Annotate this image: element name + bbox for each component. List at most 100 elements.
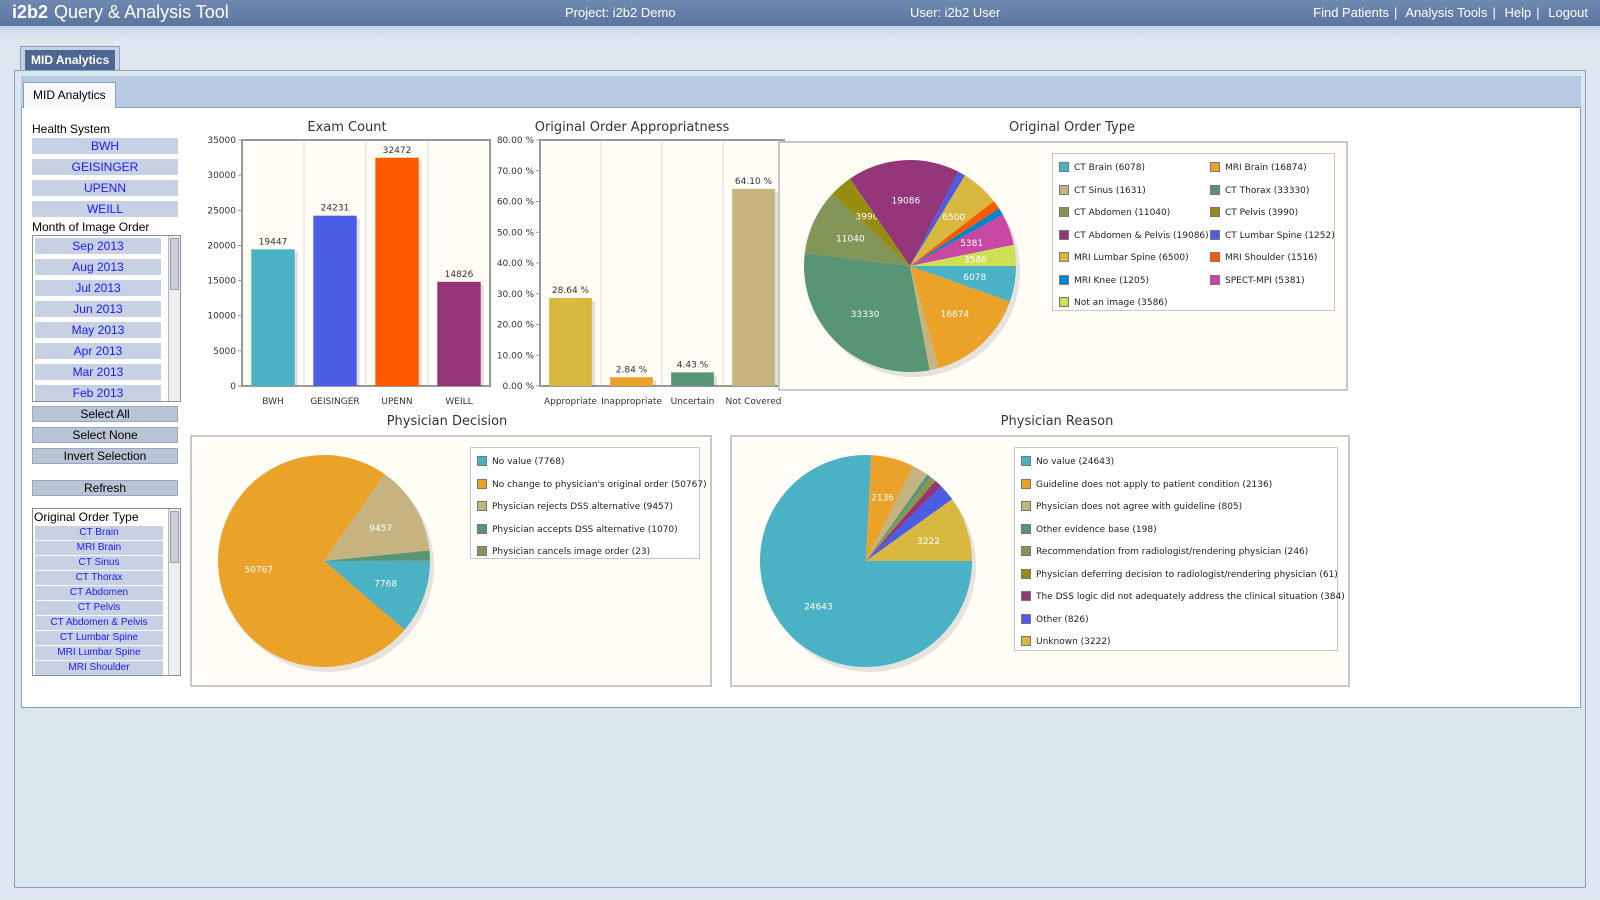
month-item[interactable]: Sep 2013 [35, 238, 161, 254]
order-type-item[interactable]: CT Brain [35, 526, 163, 540]
y-tick-label: 30000 [207, 171, 236, 181]
y-tick-label: 0 [230, 382, 236, 392]
pie-slice [866, 499, 972, 561]
x-tick-label: Appropriate [544, 397, 598, 407]
order-type-scrollbar[interactable] [168, 509, 180, 675]
x-tick-label: GEISINGER [310, 397, 359, 407]
y-tick-label: 25000 [207, 206, 236, 216]
pie-slice [324, 561, 430, 630]
scrollbar-thumb[interactable] [170, 238, 179, 290]
nav-separator: | [1536, 5, 1540, 20]
month-item[interactable]: May 2013 [35, 322, 161, 338]
legend-label: Physician rejects DSS alternative (9457) [492, 502, 674, 512]
bar-value-label: 2.84 % [616, 365, 648, 375]
y-tick-label: 30.00 % [497, 290, 535, 300]
legend-swatch [1059, 207, 1069, 217]
legend-swatch [477, 501, 487, 511]
legend-entry: Unknown (3222) [1021, 636, 1111, 648]
order-type-item[interactable]: MRI Brain [35, 541, 163, 555]
legend-entry: CT Abdomen (11040) [1059, 207, 1170, 219]
order-type-item[interactable]: CT Sinus [35, 556, 163, 570]
legend-label: CT Pelvis (3990) [1225, 208, 1299, 218]
month-item[interactable]: Mar 2013 [35, 364, 161, 380]
legend-label: Physician deferring decision to radiolog… [1036, 569, 1338, 580]
month-item[interactable]: Feb 2013 [35, 385, 161, 401]
order-type-item[interactable]: CT Abdomen & Pelvis [35, 616, 163, 630]
legend-label: Physician does not agree with guideline … [1036, 502, 1243, 512]
nav-help[interactable]: Help [1504, 5, 1532, 20]
bar-appropriate [549, 297, 592, 386]
legend-label: CT Brain (6078) [1074, 163, 1146, 173]
invert-selection-button[interactable]: Invert Selection [32, 448, 178, 464]
select-none-button[interactable]: Select None [32, 427, 178, 443]
legend-label: Guideline does not apply to patient cond… [1036, 479, 1273, 490]
month-item[interactable]: Aug 2013 [35, 259, 161, 275]
health-system-item[interactable]: UPENN [32, 180, 178, 196]
refresh-button[interactable]: Refresh [32, 480, 178, 496]
x-tick-label: Uncertain [671, 397, 715, 407]
legend-entry: Not an image (3586) [1059, 297, 1168, 309]
legend-entry: Guideline does not apply to patient cond… [1021, 478, 1273, 491]
scrollbar-thumb[interactable] [170, 511, 179, 563]
health-system-item[interactable]: GEISINGER [32, 159, 178, 175]
nav-logout[interactable]: Logout [1548, 5, 1588, 20]
health-system-item[interactable]: BWH [32, 138, 178, 154]
legend-label: The DSS logic did not adequately address… [1036, 592, 1345, 602]
order-type-item[interactable]: CT Thorax [35, 571, 163, 585]
pie-slice [866, 466, 928, 561]
outer-tab[interactable]: MID Analytics [20, 46, 121, 72]
nav-find-patients[interactable]: Find Patients [1313, 5, 1390, 20]
select-all-button[interactable]: Select All [32, 406, 178, 422]
order-type-item[interactable]: CT Abdomen [35, 586, 163, 600]
legend-swatch [1021, 546, 1031, 556]
y-tick-label: 5000 [213, 347, 236, 357]
physician-decision-legend: No value (7768) No change to physician's … [470, 447, 707, 559]
order-type-item[interactable]: CT Pelvis [35, 601, 163, 615]
order-type-label: Original Order Type [34, 510, 139, 524]
legend-entry: Physician deferring decision to radiolog… [1021, 568, 1338, 581]
order-type-chart-frame: 6078 16874 33330 11040 3990 19086 6500 5381 3586… [778, 141, 1348, 391]
pie-slice [910, 266, 1010, 368]
bar-value-label: 64.10 % [735, 177, 773, 187]
pie-slice [866, 474, 931, 561]
y-tick-label: 60.00 % [497, 198, 535, 208]
month-listbox[interactable]: Sep 2013 Aug 2013 Jul 2013 Jun 2013 May … [32, 235, 181, 402]
month-item[interactable]: Apr 2013 [35, 343, 161, 359]
bar-value-label: 24231 [321, 204, 350, 214]
tab-mid-analytics[interactable]: MID Analytics [23, 82, 116, 108]
pie-slice-label: 50767 [244, 565, 273, 575]
legend-swatch [1210, 184, 1220, 195]
order-type-item[interactable]: MRI Lumbar Spine [35, 646, 163, 660]
month-label: Month of Image Order [32, 220, 150, 234]
pie-slice [324, 550, 430, 561]
legend-label: MRI Lumbar Spine (6500) [1074, 253, 1189, 263]
bar-inappropriate [610, 377, 653, 386]
legend-entry: SPECT-MPI (5381) [1210, 274, 1305, 287]
appropriateness-title: Original Order Appropriatness [534, 120, 730, 135]
legend-swatch [1021, 478, 1031, 489]
legend-entry: Physician does not agree with guideline … [1021, 501, 1242, 513]
legend-swatch [477, 478, 487, 489]
pie-slice [866, 476, 935, 561]
order-type-listbox[interactable]: Original Order Type CT Brain MRI Brain C… [32, 508, 181, 676]
order-type-title: Original Order Type [1009, 120, 1135, 135]
legend-entry: MRI Lumbar Spine (6500) [1059, 252, 1189, 264]
legend-swatch [1021, 456, 1031, 466]
order-type-item[interactable]: MRI Shoulder [35, 661, 163, 675]
legend-entry: No value (24643) [1021, 456, 1114, 468]
health-system-item[interactable]: WEILL [32, 201, 178, 217]
month-scrollbar[interactable] [168, 236, 180, 401]
legend-swatch [1210, 207, 1220, 217]
exam-count-title: Exam Count [307, 120, 387, 135]
nav-analysis-tools[interactable]: Analysis Tools [1405, 5, 1488, 20]
month-item[interactable]: Jun 2013 [35, 301, 161, 317]
legend-label: Not an image (3586) [1074, 298, 1168, 308]
order-type-pie: 6078 16874 33330 11040 3990 19086 6500 5381 3586 [804, 160, 1020, 377]
order-type-item[interactable]: CT Lumbar Spine [35, 631, 163, 645]
month-item[interactable]: Jul 2013 [35, 280, 161, 296]
legend-swatch [1059, 162, 1069, 172]
legend-swatch [1021, 523, 1031, 534]
legend-entry: No change to physician's original order … [477, 478, 707, 491]
bar-value-label: 28.64 % [552, 286, 590, 296]
nav-separator: | [1492, 5, 1496, 20]
